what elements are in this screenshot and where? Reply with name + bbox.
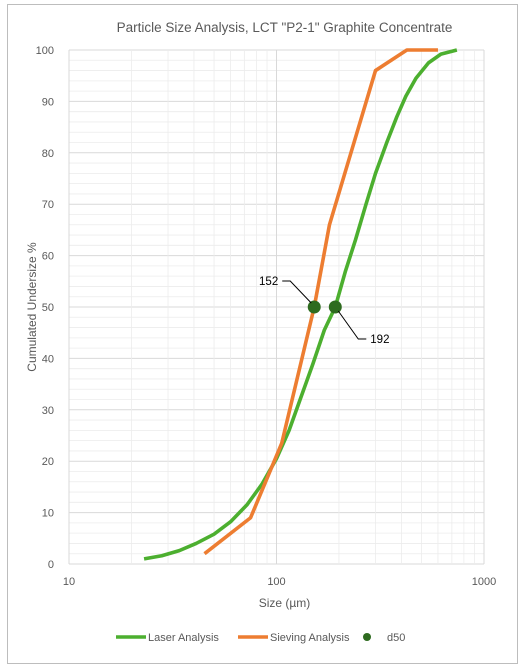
series-layer	[143, 48, 458, 561]
annotation-label-152: 152	[259, 276, 278, 288]
annotation-leader-192	[337, 310, 367, 340]
x-tick-label: 1000	[472, 576, 496, 588]
legend: Laser Analysis Sieving Analysis d50	[116, 632, 405, 644]
y-tick-label: 40	[42, 353, 54, 365]
x-axis-title: Size (µm)	[259, 596, 311, 610]
legend-swatch-d50	[363, 633, 371, 641]
tick-labels: 0 10 20 30 40 50 60 70 80 90 100 10 100 1000	[36, 45, 497, 588]
y-tick-label: 50	[42, 302, 54, 314]
annotation-leader-152	[282, 280, 312, 304]
y-tick-label: 60	[42, 251, 54, 263]
d50-marker	[328, 300, 342, 314]
y-tick-label: 100	[36, 45, 54, 57]
chart-frame: Particle Size Analysis, LCT "P2-1" Graph…	[7, 4, 518, 664]
y-axis-title: Cumulated Undersize %	[25, 242, 39, 372]
y-tick-label: 10	[42, 508, 54, 520]
d50-marker	[307, 300, 321, 314]
annotation-label-192: 192	[370, 334, 389, 346]
grid	[68, 49, 485, 565]
y-tick-label: 30	[42, 405, 54, 417]
sieving-analysis-line	[203, 48, 438, 556]
annotations: 152 192	[259, 276, 389, 346]
legend-label-laser-analysis: Laser Analysis	[148, 632, 219, 644]
y-tick-label: 0	[48, 559, 54, 571]
y-tick-label: 20	[42, 456, 54, 468]
x-tick-label: 100	[267, 576, 285, 588]
chart-svg: Particle Size Analysis, LCT "P2-1" Graph…	[25, 20, 497, 644]
legend-label-sieving-analysis: Sieving Analysis	[270, 632, 350, 644]
y-tick-label: 90	[42, 96, 54, 108]
y-tick-label: 80	[42, 148, 54, 160]
laser-analysis-line	[143, 48, 458, 561]
legend-label-d50: d50	[387, 632, 405, 644]
x-tick-label: 10	[63, 576, 75, 588]
y-tick-label: 70	[42, 199, 54, 211]
chart-title: Particle Size Analysis, LCT "P2-1" Graph…	[117, 20, 453, 35]
